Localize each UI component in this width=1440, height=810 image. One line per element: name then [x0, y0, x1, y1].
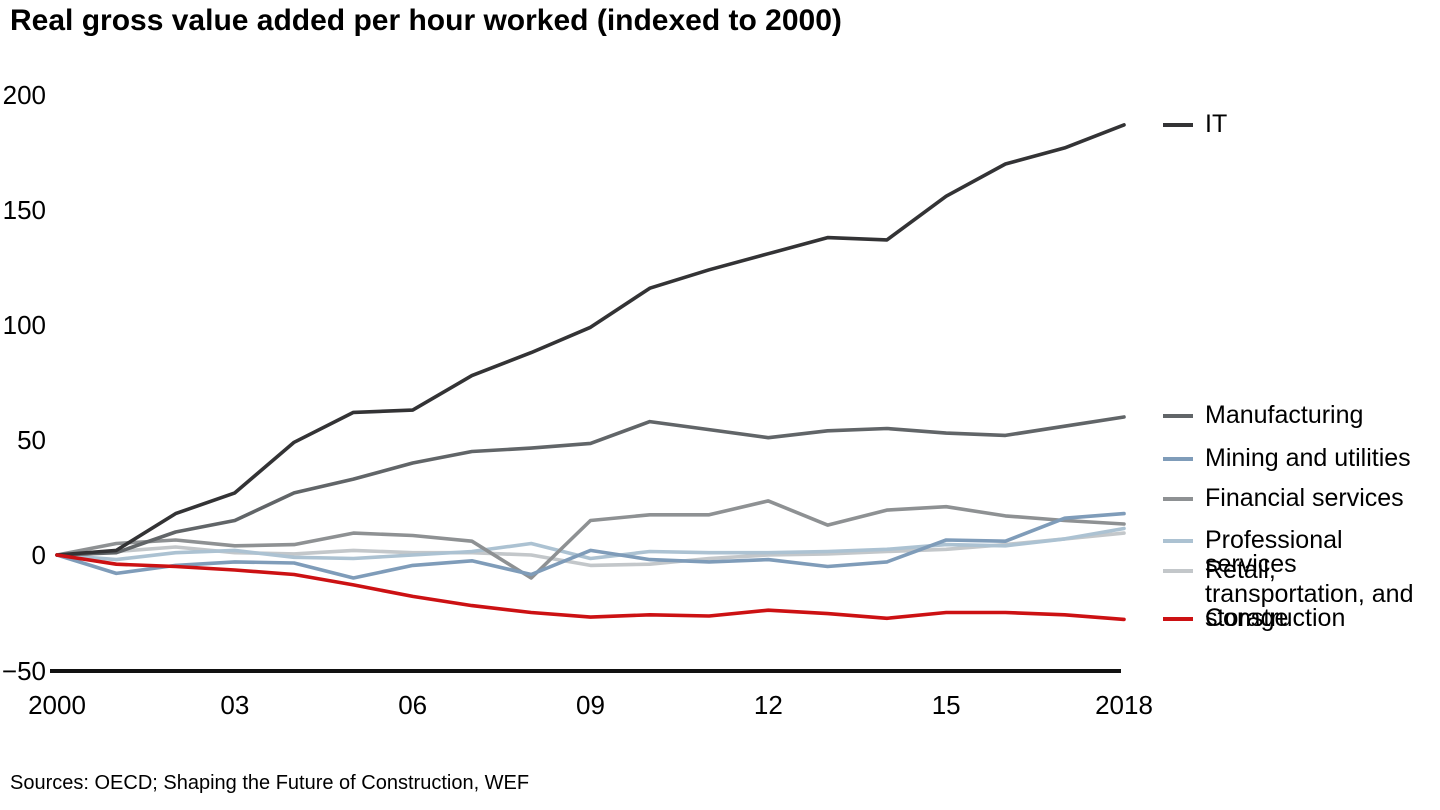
legend-entry-financial-services: Financial services [1163, 484, 1404, 512]
legend-entry-manufacturing: Manufacturing [1163, 401, 1364, 429]
series-line-construction [55, 553, 1126, 622]
y-tick-label-0: 0 [31, 540, 46, 570]
x-tick-label-2003: 03 [220, 690, 250, 720]
series-line-it [55, 123, 1126, 557]
y-tick-label--50: −50 [1, 656, 46, 686]
x-tick-label-2012: 12 [753, 690, 783, 720]
legend-label-manufacturing: Manufacturing [1205, 401, 1364, 429]
x-tick-label-2006: 06 [398, 690, 428, 720]
legend-swatch-professional-services [1163, 539, 1193, 543]
legend-label-it: IT [1205, 110, 1228, 138]
legend-entry-it: IT [1163, 110, 1228, 138]
legend-entry-construction: Construction [1163, 604, 1346, 632]
legend-swatch-manufacturing [1163, 414, 1193, 418]
x-tick-label-2015: 15 [931, 690, 961, 720]
legend-swatch-financial-services [1163, 497, 1193, 501]
series-line-financial-services [55, 499, 1126, 580]
x-tick-label-2009: 09 [576, 690, 605, 720]
legend-label-construction: Construction [1205, 604, 1346, 632]
y-tick-label-150: 150 [2, 195, 46, 225]
series-line-mining-and-utilities [55, 511, 1126, 580]
legend-swatch-it [1163, 123, 1193, 127]
y-tick-label-100: 100 [2, 310, 46, 340]
series-line-professional-services [55, 526, 1126, 562]
legend-entry-retail-transportation-storage: Retail, transportation, and storage [1163, 556, 1440, 632]
y-tick-label-200: 200 [2, 80, 46, 110]
legend-label-financial-services: Financial services [1205, 484, 1404, 512]
x-tick-label-2018: 2018 [1095, 690, 1153, 720]
legend-label-mining-and-utilities: Mining and utilities [1205, 444, 1411, 472]
legend-entry-mining-and-utilities: Mining and utilities [1163, 444, 1411, 472]
legend-label-professional-services: Professional services [1205, 526, 1343, 578]
chart-title: Real gross value added per hour worked (… [10, 4, 842, 37]
series-line-retail-transportation-and-storage [55, 531, 1126, 568]
series-line-manufacturing [55, 415, 1126, 557]
y-tick-label-50: 50 [17, 425, 46, 455]
source-attribution: Sources: OECD; Shaping the Future of Con… [10, 772, 530, 794]
legend-swatch-construction [1163, 617, 1193, 621]
legend-label-retail-transportation-storage: Retail, transportation, and storage [1205, 556, 1414, 632]
legend-entry-professional-services: Professional services [1163, 526, 1440, 578]
legend-swatch-mining-and-utilities [1163, 457, 1193, 461]
legend-swatch-retail-transportation-storage [1163, 569, 1193, 573]
x-tick-label-2000: 2000 [28, 690, 86, 720]
